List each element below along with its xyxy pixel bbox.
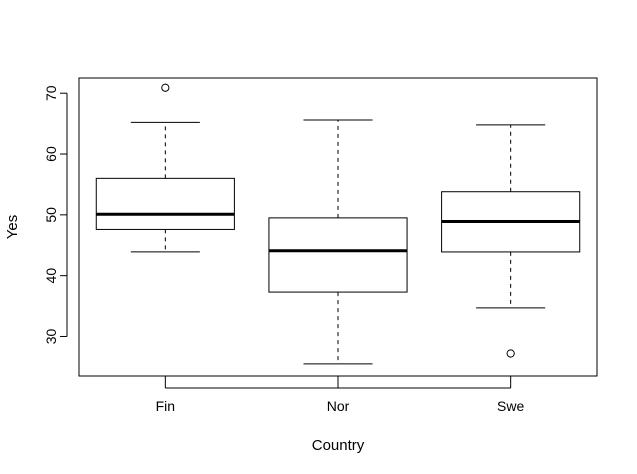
x-tick-label: Nor — [327, 398, 350, 414]
x-axis: Fin Nor Swe — [156, 376, 524, 414]
y-axis-title: Yes — [4, 215, 21, 239]
x-tick-label: Fin — [156, 398, 175, 414]
boxes-group — [95, 83, 581, 365]
outlier-point — [161, 83, 170, 92]
y-axis: 30 40 50 60 70 — [43, 85, 68, 344]
box-nor — [268, 119, 408, 365]
outlier-point — [506, 349, 515, 358]
x-axis-title: Country — [312, 437, 365, 454]
y-tick-label: 60 — [43, 146, 59, 162]
y-tick-label: 30 — [43, 328, 59, 344]
box-fin — [95, 83, 235, 253]
y-tick-label: 50 — [43, 207, 59, 223]
y-tick-label: 40 — [43, 268, 59, 284]
box-swe — [441, 124, 581, 358]
y-tick-label: 70 — [43, 85, 59, 101]
x-tick-label: Swe — [497, 398, 524, 414]
box-iqr — [95, 177, 235, 230]
box-iqr — [268, 217, 408, 293]
